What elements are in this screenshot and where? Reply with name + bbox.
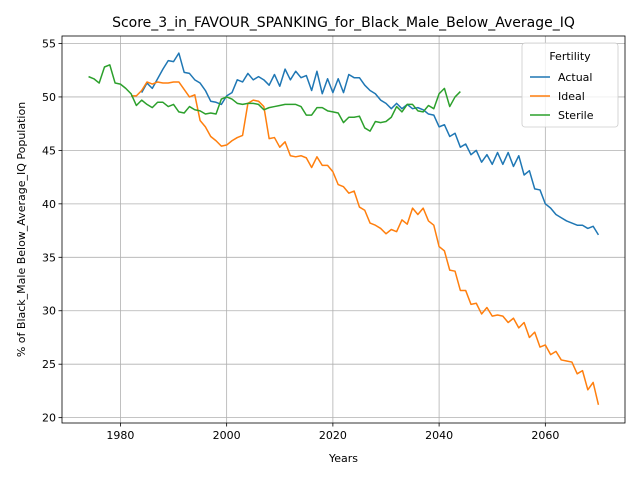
x-axis-ticks: 1980 2000 2020 2040 2060: [106, 423, 559, 442]
x-axis-label: Years: [328, 452, 358, 465]
plot-frame: [61, 35, 626, 424]
y-tick-label: 40: [42, 198, 56, 211]
x-tick-label: 2020: [319, 429, 347, 442]
y-tick-label: 35: [42, 251, 56, 264]
y-tick-label: 30: [42, 305, 56, 318]
legend-label-sterile: Sterile: [558, 109, 594, 122]
chart-title: Score_3_in_FAVOUR_SPANKING_for_Black_Mal…: [112, 15, 575, 31]
y-tick-label: 45: [42, 144, 56, 157]
series-lines: [88, 52, 600, 406]
y-axis-ticks: 20 25 30 35 40 45 50 55: [42, 37, 62, 425]
series-line-ideal: [131, 81, 600, 406]
y-axis-label: % of Black_Male Below_Average_IQ Populat…: [15, 102, 28, 357]
legend-box: [521, 42, 619, 128]
series-line-actual: [141, 52, 600, 236]
x-tick-label: 2000: [213, 429, 241, 442]
y-tick-label: 20: [42, 412, 56, 425]
series-line-sterile: [88, 64, 461, 132]
legend: Fertility Actual Ideal Sterile: [521, 42, 619, 128]
y-tick-label: 55: [42, 37, 56, 50]
legend-items: Actual Ideal Sterile: [530, 71, 594, 122]
legend-label-actual: Actual: [558, 71, 592, 84]
legend-title: Fertility: [549, 50, 591, 63]
y-tick-label: 25: [42, 358, 56, 371]
x-tick-label: 2040: [425, 429, 453, 442]
x-tick-label: 1980: [106, 429, 134, 442]
y-tick-label: 50: [42, 91, 56, 104]
legend-label-ideal: Ideal: [558, 90, 585, 103]
grid: [62, 36, 625, 423]
x-tick-label: 2060: [531, 429, 559, 442]
